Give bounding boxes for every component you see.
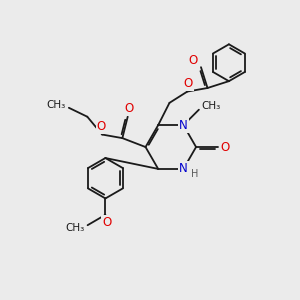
Text: O: O [102,216,111,229]
Text: O: O [124,103,134,116]
Text: N: N [179,162,188,176]
Text: N: N [179,118,188,132]
Text: O: O [220,140,230,154]
Text: CH₃: CH₃ [47,100,66,110]
Text: CH₃: CH₃ [65,223,85,232]
Text: O: O [188,54,197,67]
Text: O: O [184,77,193,90]
Text: CH₃: CH₃ [202,101,221,111]
Text: H: H [191,169,198,179]
Text: O: O [97,120,106,133]
